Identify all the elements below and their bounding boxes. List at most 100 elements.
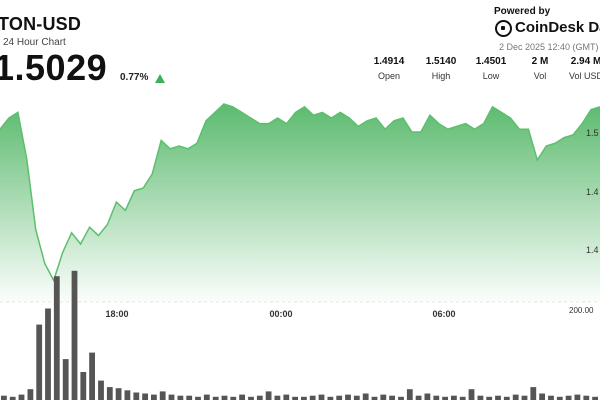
volume-bar — [168, 394, 175, 400]
volume-bar — [98, 380, 104, 400]
stat-low: 1.4501 Low — [466, 56, 516, 81]
volume-bar — [406, 389, 413, 400]
stat-open-value: 1.4914 — [373, 56, 405, 67]
volume-bars — [1, 270, 598, 400]
stat-low-value: 1.4501 — [475, 56, 507, 67]
volume-bar — [115, 388, 122, 400]
volume-bar — [159, 391, 166, 400]
volume-bar — [459, 396, 466, 400]
volume-bar — [203, 394, 210, 400]
volume-bar — [18, 394, 25, 400]
volume-bar — [89, 352, 95, 400]
volume-bar — [362, 393, 369, 400]
volume-bar — [1, 395, 7, 400]
volume-bar — [336, 395, 343, 400]
volume-bar — [177, 395, 184, 400]
volume-bar — [539, 393, 545, 400]
volume-bar — [142, 393, 148, 400]
volume-bar — [256, 395, 263, 400]
price-line — [0, 103, 600, 283]
volume-bar — [124, 390, 131, 400]
volume-bar — [548, 395, 554, 400]
stat-high: 1.5140 High — [416, 56, 466, 81]
volume-bar — [292, 396, 298, 400]
volume-bar — [221, 395, 228, 400]
current-price: 1.5029 — [0, 47, 108, 88]
arrow-up-icon — [155, 74, 165, 83]
volume-bar — [424, 393, 431, 400]
volume-bar — [574, 394, 581, 400]
stat-vol-label: Vol — [533, 71, 547, 81]
volume-bar — [80, 372, 87, 400]
stat-vol-usd: 2.94 M Vol USD — [561, 56, 600, 81]
y-tick-label: 1.4 — [586, 245, 599, 255]
volume-bar — [442, 396, 448, 400]
pair-title: TON-USD — [0, 14, 82, 34]
volume-bar — [451, 395, 457, 400]
stat-open: 1.4914 Open — [364, 56, 414, 81]
volume-bar — [592, 396, 598, 400]
volume-bar — [433, 395, 440, 400]
volume-bar — [27, 389, 34, 400]
brand-name[interactable]: CoinDesk Data — [515, 19, 600, 36]
volume-bar — [36, 324, 43, 400]
volume-bar — [583, 395, 590, 400]
volume-bar — [106, 387, 113, 400]
timestamp: 2 Dec 2025 12:40 (GMT) — [499, 42, 599, 52]
volume-bar — [503, 396, 510, 400]
volume-tick-label: 200.00 — [569, 306, 594, 315]
volume-bar — [212, 396, 219, 400]
stat-vol-usd-label: Vol USD — [568, 71, 600, 81]
price-area — [0, 104, 600, 302]
volume-bar — [151, 394, 157, 400]
y-tick-label: 1.4 — [586, 187, 599, 197]
volume-bar — [265, 391, 272, 400]
volume-bar — [283, 394, 290, 400]
volume-bar — [380, 394, 387, 400]
stat-high-value: 1.5140 — [425, 56, 457, 67]
price-change: 0.77% — [120, 72, 149, 83]
volume-bar — [477, 395, 484, 400]
volume-bar — [530, 387, 537, 400]
volume-bar — [398, 396, 404, 400]
volume-bar — [71, 270, 78, 400]
volume-bar — [371, 396, 378, 400]
volume-bar — [495, 395, 501, 400]
volume-bar — [521, 395, 528, 400]
stat-vol-value: 2 M — [531, 56, 549, 67]
stat-high-label: High — [431, 71, 451, 81]
volume-bar — [195, 396, 201, 400]
volume-bar — [301, 396, 307, 400]
stat-low-label: Low — [482, 71, 500, 81]
volume-bar — [186, 395, 193, 400]
stat-open-label: Open — [377, 71, 401, 81]
coindesk-logo-icon — [495, 20, 512, 37]
volume-bar — [53, 276, 60, 400]
volume-bar — [486, 396, 493, 400]
volume-bar — [415, 395, 422, 400]
y-tick-label: 1.5 — [586, 128, 599, 138]
volume-bar — [512, 394, 519, 400]
volume-bar — [274, 395, 281, 400]
chart-subtitle: 24 Hour Chart — [3, 37, 66, 48]
x-tick-label: 00:00 — [269, 309, 293, 319]
volume-bar — [318, 394, 325, 400]
volume-bar — [389, 395, 395, 400]
volume-bar — [248, 396, 254, 400]
volume-bar — [565, 395, 572, 400]
x-tick-label: 06:00 — [432, 309, 456, 319]
x-tick-label: 18:00 — [105, 309, 129, 319]
volume-bar — [45, 308, 51, 400]
volume-bar — [62, 359, 69, 400]
volume-bar — [133, 392, 140, 400]
volume-bar — [353, 395, 360, 400]
powered-by-label: Powered by — [494, 6, 551, 17]
volume-bar — [309, 395, 316, 400]
volume-bar — [9, 396, 16, 400]
volume-bar — [468, 389, 475, 400]
volume-bar — [327, 396, 334, 400]
stat-vol-usd-value: 2.94 M — [570, 56, 600, 67]
volume-bar — [230, 396, 237, 400]
volume-bar — [345, 394, 351, 400]
